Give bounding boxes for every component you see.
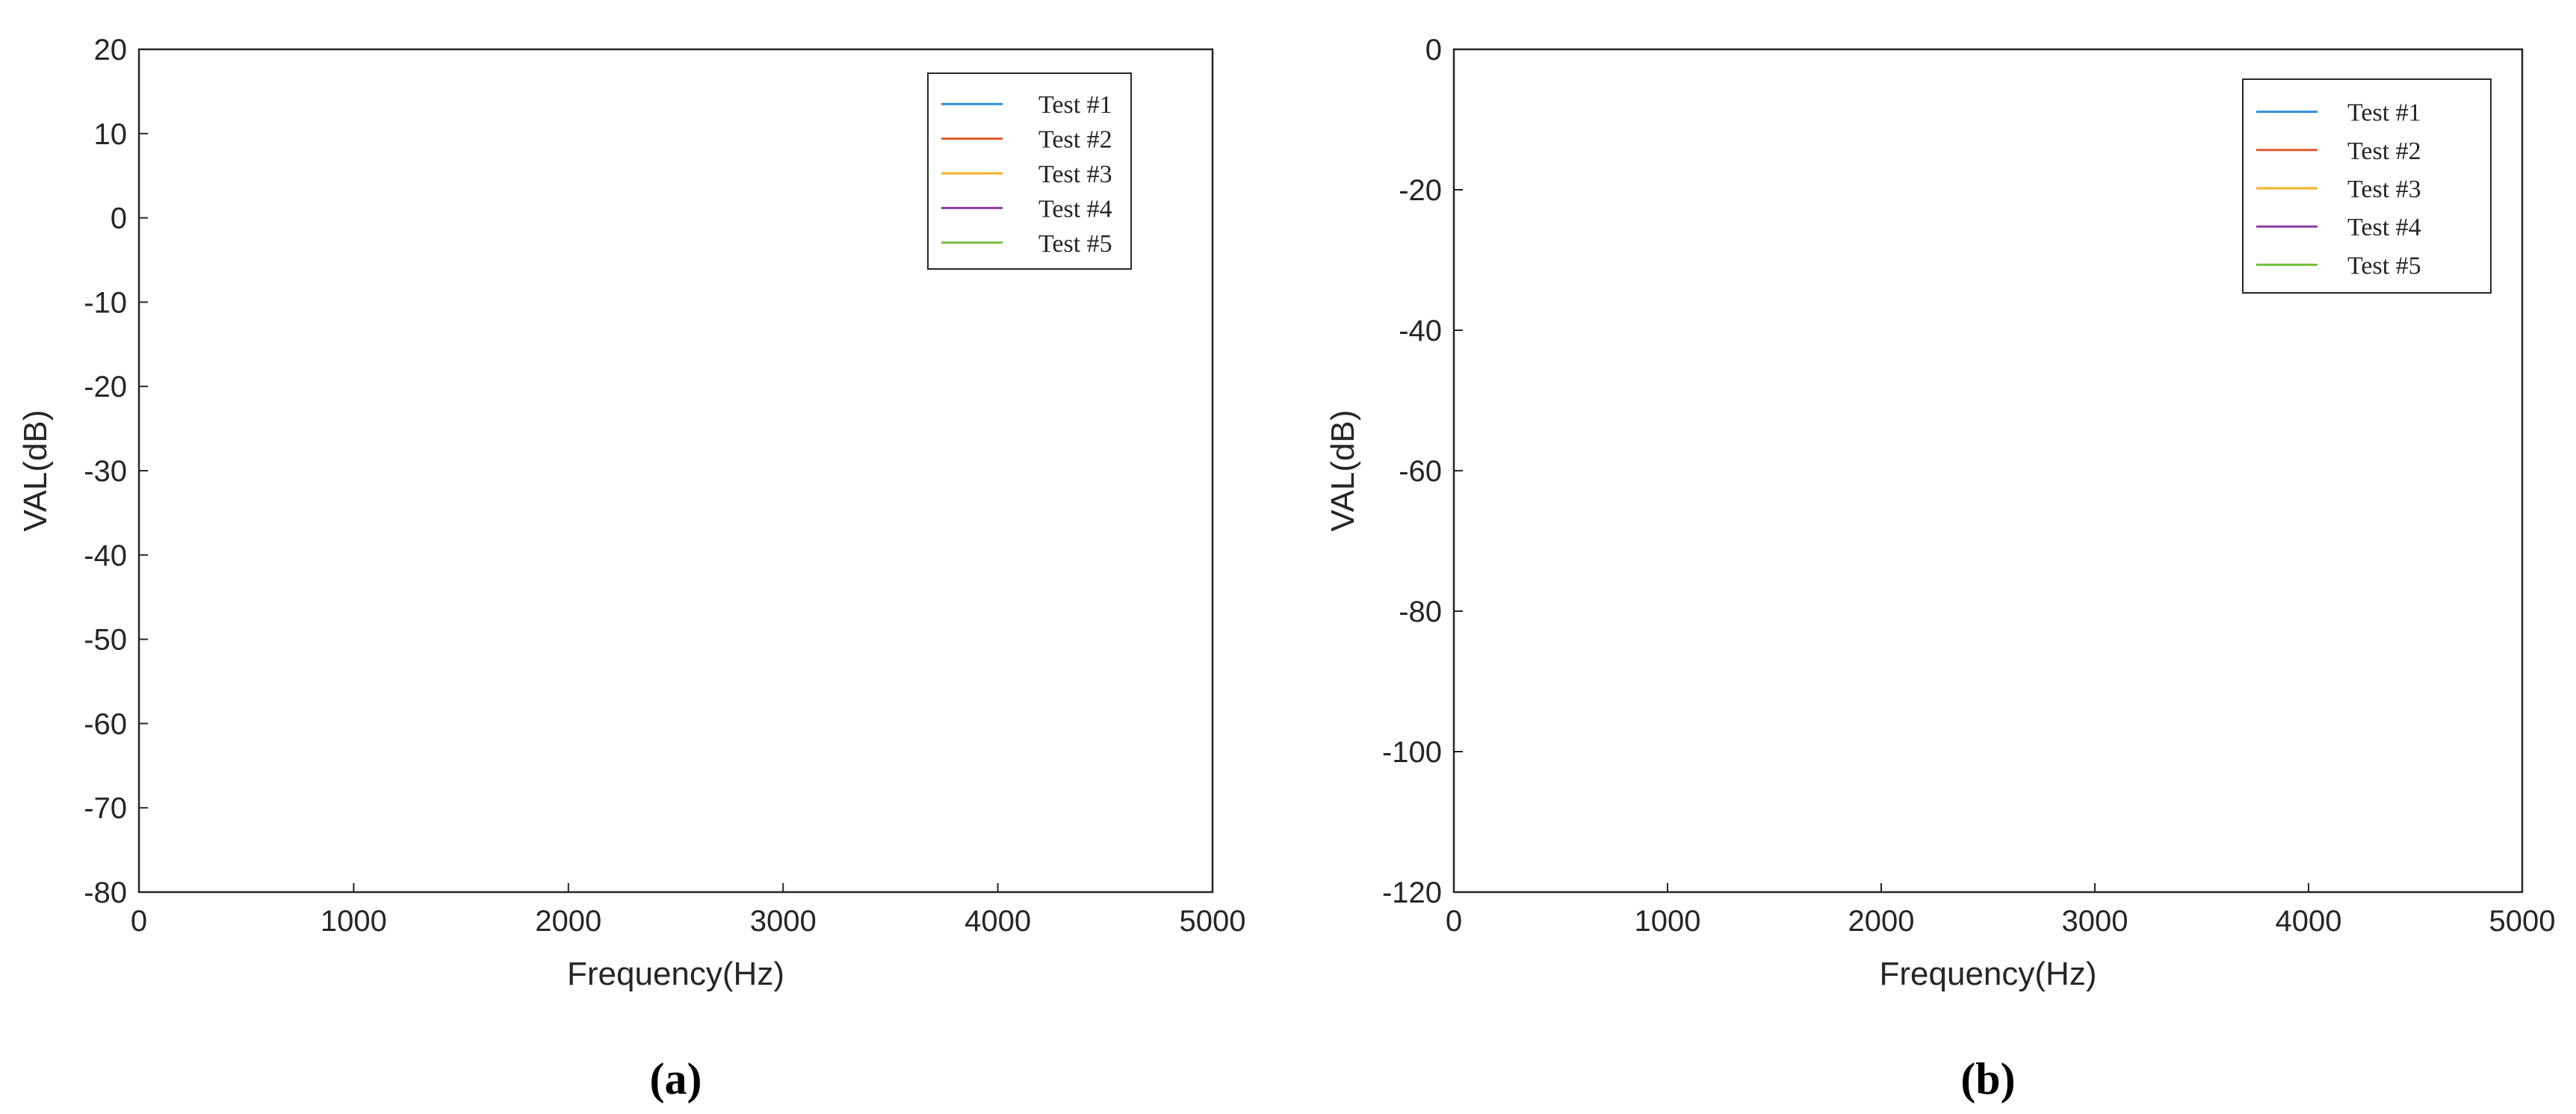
y-axis-label: VAL(dB) xyxy=(1325,409,1361,531)
legend-box xyxy=(2242,78,2492,294)
legend-box xyxy=(927,72,1132,270)
y-tick-label: 0 xyxy=(1425,34,1442,66)
panel-label: (b) xyxy=(1960,1054,2015,1104)
x-tick-label: 0 xyxy=(1446,905,1462,938)
x-tick-label: 3000 xyxy=(750,905,817,938)
panel-label: (a) xyxy=(650,1054,702,1104)
legend-label-test-4: Test #4 xyxy=(1038,195,1112,223)
y-tick-label: -60 xyxy=(84,708,127,740)
legend-label-test-3: Test #3 xyxy=(1038,161,1112,188)
x-tick-label: 2000 xyxy=(1848,905,1915,938)
x-tick-label: 5000 xyxy=(2489,905,2556,938)
y-tick-label: -40 xyxy=(1399,315,1442,347)
y-tick-label: -100 xyxy=(1382,736,1442,769)
x-axis-label: Frequency(Hz) xyxy=(1880,956,2097,992)
x-tick-label: 3000 xyxy=(2062,905,2128,938)
y-tick-label: -60 xyxy=(1399,455,1442,488)
legend-label-test-2: Test #2 xyxy=(2347,137,2421,165)
y-tick-label: -20 xyxy=(84,371,127,403)
legend-label-test-5: Test #5 xyxy=(2347,252,2421,279)
legend-label-test-1: Test #1 xyxy=(1038,91,1112,119)
legend-label-test-2: Test #2 xyxy=(1038,126,1112,154)
y-tick-label: -120 xyxy=(1382,876,1442,909)
legend-label-test-5: Test #5 xyxy=(1038,230,1112,258)
x-tick-label: 0 xyxy=(131,905,147,938)
y-tick-label: -10 xyxy=(84,286,127,319)
x-tick-label: 4000 xyxy=(965,905,1031,938)
y-tick-label: -50 xyxy=(84,624,127,657)
panel-b-chart: 0 1000 2000 3000 4000 5000 -120 -100 -80 -60 -40 -2… xyxy=(1325,34,2555,1104)
y-tick-label: -80 xyxy=(84,876,127,909)
panel-a-chart: 0 1000 2000 3000 4000 5000 -80 -70 -60 -50 -40 -30 -… xyxy=(17,34,1245,1104)
x-tick-label: 5000 xyxy=(1180,905,1246,938)
y-tick-label: -30 xyxy=(84,455,127,488)
x-tick-label: 4000 xyxy=(2276,905,2342,938)
y-axis-label: VAL(dB) xyxy=(17,409,54,531)
x-tick-label: 1000 xyxy=(1635,905,1701,938)
y-tick-label: -40 xyxy=(84,539,127,572)
y-tick-label: 0 xyxy=(111,202,127,235)
x-tick-label: 2000 xyxy=(535,905,601,938)
y-tick-label: 20 xyxy=(94,34,128,66)
legend-label-test-4: Test #4 xyxy=(2347,214,2421,241)
x-axis-label: Frequency(Hz) xyxy=(567,956,784,992)
legend-label-test-3: Test #3 xyxy=(2347,176,2421,203)
legend: Test #1 Test #2 Test #3 Test #4 Test #5 xyxy=(2242,78,2492,294)
legend: Test #1 Test #2 Test #3 Test #4 Test #5 xyxy=(927,72,1132,270)
y-tick-label: -20 xyxy=(1399,174,1442,207)
legend-label-test-1: Test #1 xyxy=(2347,99,2421,127)
y-tick-label: 10 xyxy=(94,118,128,151)
y-tick-label: -80 xyxy=(1399,595,1442,628)
y-tick-label: -70 xyxy=(84,792,127,825)
x-tick-label: 1000 xyxy=(321,905,387,938)
